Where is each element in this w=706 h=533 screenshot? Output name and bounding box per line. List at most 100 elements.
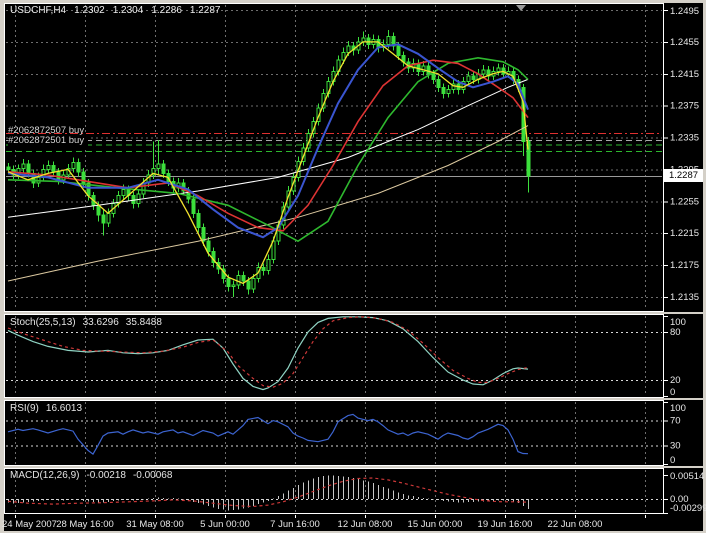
macd-value: -0.00218 <box>86 470 126 481</box>
date-label: 12 Jun 08:00 <box>338 519 393 530</box>
order-label-2: #2062872501 buy <box>8 135 89 147</box>
date-label: 19 Jun 16:00 <box>478 519 533 530</box>
price-tick-label: 1.2135 <box>670 292 699 303</box>
price-tick-label: 1.2255 <box>670 196 699 207</box>
main-chart <box>6 5 662 298</box>
rsi-line <box>7 413 529 455</box>
scale-tick-label: 100 <box>670 317 686 328</box>
candle-body <box>426 65 431 75</box>
candle-body <box>416 62 421 72</box>
date-label: 5 Jun 00:00 <box>200 519 250 530</box>
open-value: 1.2302 <box>74 5 105 16</box>
candle-body <box>266 259 271 272</box>
candle-body <box>271 240 276 261</box>
candle-body <box>431 73 436 80</box>
candle-body <box>446 89 451 95</box>
close-value: 1.2287 <box>189 5 221 16</box>
macd-signal-value: -0.00068 <box>132 470 173 481</box>
rsi-name: RSI(9) <box>10 403 39 414</box>
date-label: 28 May 16:00 <box>56 519 114 530</box>
candle-body <box>6 166 11 170</box>
price-tick-label: 1.2415 <box>670 69 699 80</box>
candle-body <box>481 69 486 75</box>
candle-body <box>191 198 196 214</box>
low-value: 1.2286 <box>151 5 182 16</box>
candle-body <box>451 83 456 91</box>
candle-body <box>366 37 371 45</box>
scale-tick-label: 30 <box>670 440 681 451</box>
ma-blue <box>7 43 529 239</box>
main-chart-panel[interactable] <box>4 3 664 312</box>
candle-body <box>101 214 106 224</box>
chart-title: USDCHF,H4 1.2302 1.2304 1.2286 1.2287 <box>10 5 229 16</box>
scale-tick-label: 0.00514 <box>670 471 704 482</box>
price-tick-label: 1.2495 <box>670 6 699 17</box>
macd-header: MACD(12,26,9) -0.00218 -0.00068 <box>10 470 179 481</box>
price-tick-label: 1.2175 <box>670 260 699 271</box>
date-label: 15 Jun 00:00 <box>408 519 463 530</box>
price-tick-label: 1.2375 <box>670 101 699 112</box>
macd-signal-line <box>7 477 529 508</box>
window-frame <box>4 466 703 468</box>
date-label: 24 May 2007 <box>2 519 57 530</box>
price-tick-label: 1.2455 <box>670 37 699 48</box>
price-tick-label: 1.2215 <box>670 228 699 239</box>
candle-body <box>261 266 266 272</box>
scale-tick-label: 70 <box>670 416 681 427</box>
window-frame <box>4 398 703 400</box>
candle-body <box>306 133 311 149</box>
high-value: 1.2304 <box>112 5 144 16</box>
Stoch(25,5,13)-chart <box>6 316 662 391</box>
candle-body <box>436 78 441 88</box>
stoch-signal <box>7 316 529 388</box>
rsi-panel[interactable] <box>4 400 664 466</box>
ma-white <box>7 78 529 218</box>
chart-shift-marker-icon[interactable] <box>516 5 526 11</box>
current-price-label: 1.2287 <box>664 169 703 182</box>
window-frame <box>4 312 703 314</box>
ma-yellow <box>7 41 529 285</box>
candle-body <box>161 163 166 174</box>
candle-body <box>51 164 56 173</box>
MACD(12,26,9)-chart <box>6 475 662 511</box>
date-label: 22 Jun 08:00 <box>548 519 603 530</box>
candle-body <box>241 274 246 282</box>
rsi-header: RSI(9) 16.6013 <box>10 403 89 414</box>
stoch-main-value: 33.6296 <box>82 317 119 328</box>
scale-tick-label: 0 <box>670 387 675 398</box>
macd-name: MACD(12,26,9) <box>10 470 80 481</box>
ma-wheat <box>7 125 529 282</box>
candle-body <box>81 171 86 184</box>
candle-body <box>411 62 416 69</box>
candle-body <box>421 65 426 72</box>
candle-body <box>206 240 211 253</box>
candle-body <box>526 141 531 177</box>
window-frame <box>0 0 4 533</box>
stoch-header: Stoch(25,5,13) 33.6296 35.8488 <box>10 317 169 328</box>
candle-body <box>151 168 156 176</box>
candle-body <box>231 284 236 288</box>
candle-body <box>251 278 256 290</box>
candle-body <box>246 280 251 290</box>
ma-green <box>7 56 529 243</box>
candle-body <box>26 163 31 174</box>
date-label: 31 May 08:00 <box>126 519 184 530</box>
candle-body <box>76 161 81 173</box>
candle-body <box>71 161 76 170</box>
candle-body <box>226 278 231 288</box>
scale-tick-label: 0 <box>670 455 675 466</box>
stoch-panel[interactable] <box>4 314 664 398</box>
candle-body <box>201 227 206 242</box>
candle-body <box>236 274 241 286</box>
candle-body <box>346 45 351 53</box>
candle-body <box>471 75 476 80</box>
stoch-name: Stoch(25,5,13) <box>10 317 76 328</box>
window-frame <box>0 531 706 533</box>
candle-body <box>466 75 471 83</box>
scale-tick-label: 80 <box>670 327 681 338</box>
candle-body <box>196 212 201 229</box>
date-label: 7 Jun 16:00 <box>270 519 320 530</box>
order-label-1: #2062872507 buy <box>8 125 85 136</box>
